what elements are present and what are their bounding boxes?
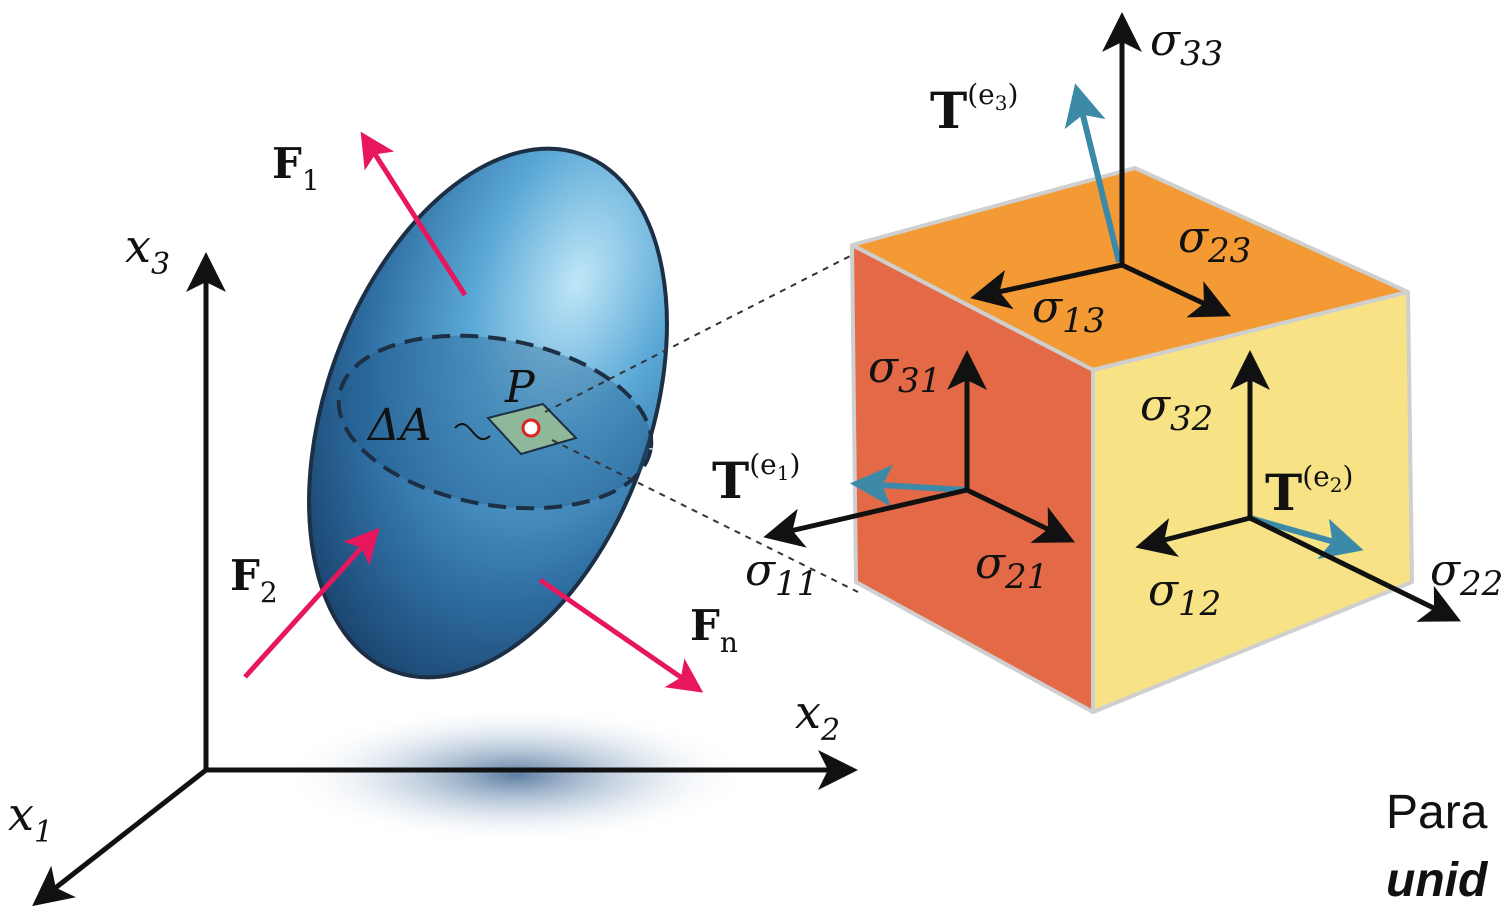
s32-label: σ32	[1140, 380, 1213, 439]
f2-label: F2	[230, 551, 278, 609]
traction-e1-arrow	[850, 464, 968, 507]
s23-arrow	[1120, 262, 1232, 318]
stress-cube	[850, 166, 1414, 714]
t-e1-label: T(e1)	[712, 448, 800, 510]
note-line-2: unid	[1386, 854, 1489, 907]
delta-a-label: ΔA	[366, 400, 432, 451]
stress-arrows	[763, 12, 1461, 622]
s22-arrow	[1248, 515, 1461, 622]
x3-label: x3	[125, 219, 170, 282]
zoom-lines	[544, 251, 859, 593]
point-p-marker	[521, 418, 541, 438]
s22-label: σ22	[1430, 545, 1503, 604]
note-line-1: Para	[1386, 786, 1488, 839]
traction-e3-arrow	[1064, 83, 1122, 263]
ground-shadow	[280, 705, 750, 845]
fn-label: Fn	[690, 601, 738, 659]
s33-label: σ33	[1150, 15, 1223, 74]
s12-label: σ12	[1148, 565, 1221, 624]
f1-label: F1	[272, 139, 320, 197]
point-p-label: P	[504, 362, 536, 413]
area-leader	[454, 423, 491, 441]
x1-label: x1	[8, 787, 53, 850]
force-f1-arrow	[360, 131, 468, 297]
ellipsoid-body	[307, 146, 669, 680]
s12-arrow	[1135, 515, 1251, 557]
s21-arrow	[965, 487, 1075, 543]
t-e3-label: T(e3)	[930, 78, 1018, 140]
s21-label: σ21	[975, 538, 1048, 597]
t-e2-label: T(e2)	[1265, 460, 1353, 522]
coordinate-axes	[32, 252, 858, 907]
traction-arrows	[850, 83, 1364, 559]
s13-arrow	[970, 262, 1123, 310]
s31-label: σ31	[868, 342, 941, 401]
cross-section	[336, 333, 654, 511]
s11-label: σ11	[745, 545, 818, 604]
s11-arrow	[763, 487, 968, 548]
s13-label: σ13	[1032, 282, 1105, 341]
force-f2-arrow	[243, 527, 380, 679]
force-fn-arrow	[538, 577, 704, 693]
force-arrows	[243, 131, 704, 693]
traction-e2-arrow	[1249, 515, 1364, 559]
x2-label: x2	[795, 685, 840, 748]
x1-axis	[32, 768, 208, 907]
s23-label: σ23	[1178, 212, 1251, 271]
